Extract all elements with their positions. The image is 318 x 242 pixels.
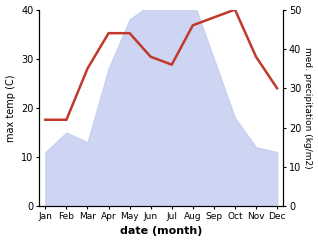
Y-axis label: max temp (C): max temp (C): [5, 74, 16, 142]
Y-axis label: med. precipitation (kg/m2): med. precipitation (kg/m2): [303, 47, 313, 169]
X-axis label: date (month): date (month): [120, 227, 203, 236]
